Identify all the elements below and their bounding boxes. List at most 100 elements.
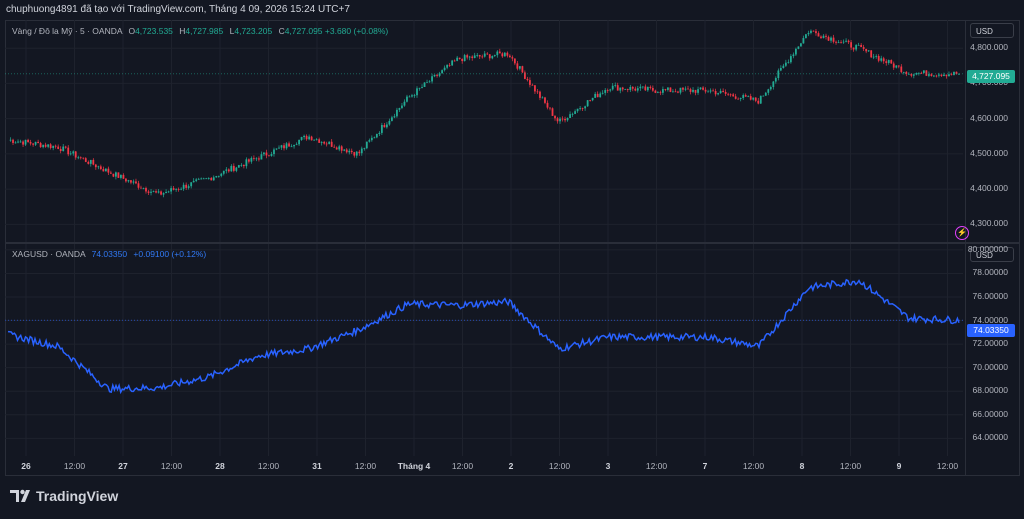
candle-body [870, 50, 873, 58]
candle-body [74, 151, 77, 158]
candle-body [742, 95, 745, 99]
candle-body [837, 42, 840, 44]
candle-body [350, 150, 353, 153]
candle-body [486, 53, 489, 55]
time-axis-label: 12:00 [451, 461, 474, 471]
high-value: 4,727.985 [185, 26, 224, 36]
candle-body [724, 91, 727, 94]
candle-body [84, 158, 87, 162]
candle-body [606, 90, 609, 91]
silver-legend[interactable]: XAGUSD · OANDA 74.03350 +0.09100 (+0.12%… [12, 249, 206, 259]
candle-body [303, 135, 305, 138]
candle-body [408, 96, 411, 98]
candle-body [222, 170, 225, 174]
candle-body [599, 93, 602, 98]
candle-body [232, 165, 235, 171]
candle-body [345, 149, 348, 153]
candle-body [401, 105, 403, 109]
candle-body [42, 144, 45, 148]
candle-body [150, 191, 152, 193]
silver-series-line [7, 278, 960, 395]
time-axis-label: 2 [508, 461, 514, 471]
candle-body [157, 191, 160, 193]
candle-body [135, 181, 137, 184]
candle-body [907, 73, 910, 75]
candle-body [120, 174, 122, 178]
candle-body [571, 113, 574, 115]
candle-body [215, 176, 218, 178]
candle-body [697, 89, 699, 93]
candle-body [825, 35, 827, 37]
candle-body [235, 167, 238, 171]
time-axis[interactable]: 26 12:00 27 12:00 28 12:00 31 12:00 Tháng 4 12:00… [5, 456, 965, 476]
candle-body [513, 58, 516, 64]
candle-body [268, 155, 270, 157]
candle-body [177, 189, 180, 190]
candle-body [403, 101, 406, 106]
tradingview-logo-icon [10, 488, 32, 504]
candle-body [278, 147, 280, 149]
candle-body [933, 75, 935, 77]
candle-body [757, 100, 760, 104]
candle-body [305, 135, 308, 140]
candle-body [421, 86, 423, 88]
candle-body [674, 91, 677, 93]
candle-body [39, 143, 42, 148]
candle-body [817, 33, 820, 37]
time-axis-label: 12:00 [160, 461, 183, 471]
candle-body [483, 53, 486, 57]
candle-body [468, 56, 471, 58]
candle-body [391, 117, 393, 121]
candle-body [559, 118, 561, 122]
candle-body [830, 37, 832, 41]
silver-price-pane[interactable] [5, 244, 970, 456]
gold-candles-svg [5, 20, 963, 242]
candle-body [142, 188, 145, 189]
candle-body [764, 92, 767, 96]
candle-body [67, 147, 70, 155]
candle-body [197, 178, 200, 180]
currency-button-gold[interactable]: USD [970, 23, 1014, 38]
pane-separator[interactable] [5, 242, 1020, 244]
candle-body [644, 86, 647, 91]
gold-price-pane[interactable] [5, 20, 970, 242]
candle-body [892, 63, 895, 68]
candle-body [298, 139, 300, 145]
candle-body [902, 71, 905, 73]
candle-body [92, 159, 95, 165]
candle-body [651, 87, 654, 91]
candle-body [64, 146, 67, 148]
candle-body [556, 118, 559, 122]
candle-body [935, 75, 938, 77]
candle-body [925, 70, 928, 76]
candle-body [729, 94, 732, 96]
candle-body [493, 55, 496, 57]
candle-body [353, 152, 356, 156]
candle-body [604, 90, 607, 93]
candle-body [313, 139, 316, 141]
candle-body [948, 74, 950, 77]
time-axis-label: 28 [215, 461, 225, 471]
candle-body [910, 73, 913, 76]
candle-body [616, 85, 619, 91]
candle-body [787, 62, 790, 64]
candle-body [800, 43, 802, 47]
candle-body [117, 172, 120, 178]
candle-body [769, 86, 772, 90]
candle-body [275, 148, 278, 150]
lightning-icon[interactable]: ⚡ [955, 226, 969, 240]
candle-body [880, 58, 883, 61]
candle-body [544, 97, 546, 103]
candle-body [72, 151, 75, 154]
currency-button-silver[interactable]: USD [970, 247, 1014, 262]
candle-body [586, 100, 589, 107]
candle-body [734, 96, 737, 99]
candle-body [263, 152, 265, 155]
tradingview-logo[interactable]: TradingView [10, 488, 118, 504]
candle-body [511, 57, 514, 59]
candle-body [561, 118, 564, 120]
gold-legend[interactable]: Vàng / Đô la Mỹ · 5 · OANDA O4,723.535 H… [12, 26, 388, 36]
candle-body [338, 146, 341, 150]
candle-body [684, 88, 687, 90]
candle-body [754, 97, 757, 101]
